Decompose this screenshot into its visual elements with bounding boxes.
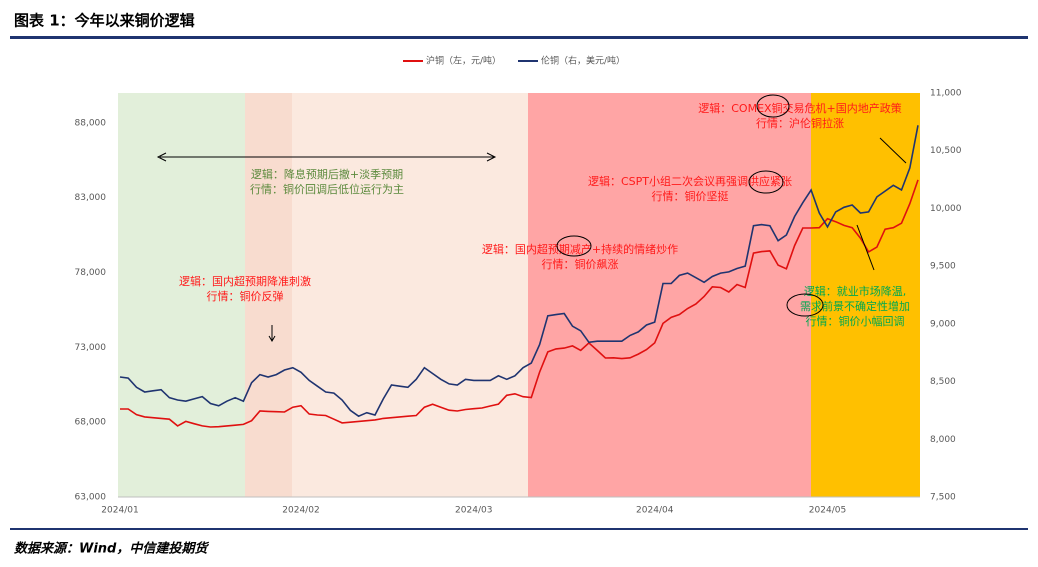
annotation-text: 逻辑：就业市场降温, (804, 284, 907, 298)
arrow-head (156, 152, 497, 162)
x-tick-label: 2024/01 (101, 506, 138, 516)
top-rule (10, 36, 1028, 39)
phase-band (118, 93, 245, 497)
y2-tick-label: 10,500 (930, 146, 962, 156)
annotation-text: 行情：铜价反弹 (207, 289, 284, 303)
y2-tick-label: 9,500 (930, 262, 956, 272)
arrow-head (268, 335, 276, 342)
annotation-text: 行情：铜价飙涨 (542, 257, 619, 271)
y2-tick-label: 8,000 (930, 435, 956, 445)
annotation-text: 行情：沪伦铜拉涨 (756, 116, 844, 130)
annotation-marks (156, 94, 907, 342)
y2-tick-label: 8,500 (930, 377, 956, 387)
legend-label: 沪铜（左，元/吨） (426, 55, 501, 67)
annotation-text: 逻辑：降息预期后撤+淡季预期 (251, 167, 403, 181)
x-tick-label: 2024/04 (636, 506, 674, 516)
y2-tick-label: 11,000 (930, 89, 962, 99)
x-tick-label: 2024/02 (282, 506, 319, 516)
x-tick-label: 2024/05 (809, 506, 846, 516)
y-tick-label: 63,000 (75, 493, 107, 503)
annotation-text: 逻辑：CSPT小组二次会议再强调供应紧张 (588, 174, 792, 188)
arrow (879, 137, 907, 164)
y2-tick-label: 7,500 (930, 493, 956, 503)
highlight-circle (556, 235, 592, 257)
page-title: 图表 1：今年以来铜价逻辑 (14, 12, 195, 30)
phase-band (245, 93, 292, 497)
y-tick-label: 73,000 (75, 343, 107, 353)
phase-band (292, 93, 528, 497)
x-tick-label: 2024/03 (455, 506, 492, 516)
annotation-text: 行情：铜价小幅回调 (806, 314, 905, 328)
annotation-text: 逻辑：COMEX铜交易危机+国内地产政策 (698, 101, 902, 115)
y-tick-label: 88,000 (75, 118, 107, 128)
arrow (856, 224, 875, 271)
legend: 沪铜（左，元/吨） 伦铜（右，美元/吨） (403, 55, 625, 67)
y-tick-label: 78,000 (75, 268, 107, 278)
annotation-text: 逻辑：国内超预期减产+持续的情绪炒作 (482, 242, 678, 256)
annotation-text: 行情：铜价坚挺 (652, 189, 729, 203)
legend-label: 伦铜（右，美元/吨） (541, 55, 625, 67)
bottom-rule (10, 528, 1028, 530)
annotation-text: 行情：铜价回调后低位运行为主 (250, 182, 404, 196)
phase-band (811, 93, 920, 497)
y2-tick-label: 10,000 (930, 204, 962, 214)
y-tick-label: 83,000 (75, 193, 107, 203)
phase-band (528, 93, 811, 497)
y2-tick-label: 9,000 (930, 319, 956, 329)
series-line (119, 125, 919, 418)
source-note: 数据来源：Wind，中信建投期货 (14, 541, 209, 557)
highlight-circle (756, 94, 790, 118)
highlight-circle (748, 170, 784, 194)
series-line (120, 179, 919, 428)
annotation-text: 需求前景不确定性增加 (800, 299, 910, 313)
highlight-circle (786, 293, 824, 317)
y-tick-label: 68,000 (75, 418, 107, 428)
annotation-text: 逻辑：国内超预期降准刺激 (179, 274, 311, 288)
plot: 63,000 68,000 73,000 78,000 83,000 88,000 7,50… (75, 89, 962, 516)
